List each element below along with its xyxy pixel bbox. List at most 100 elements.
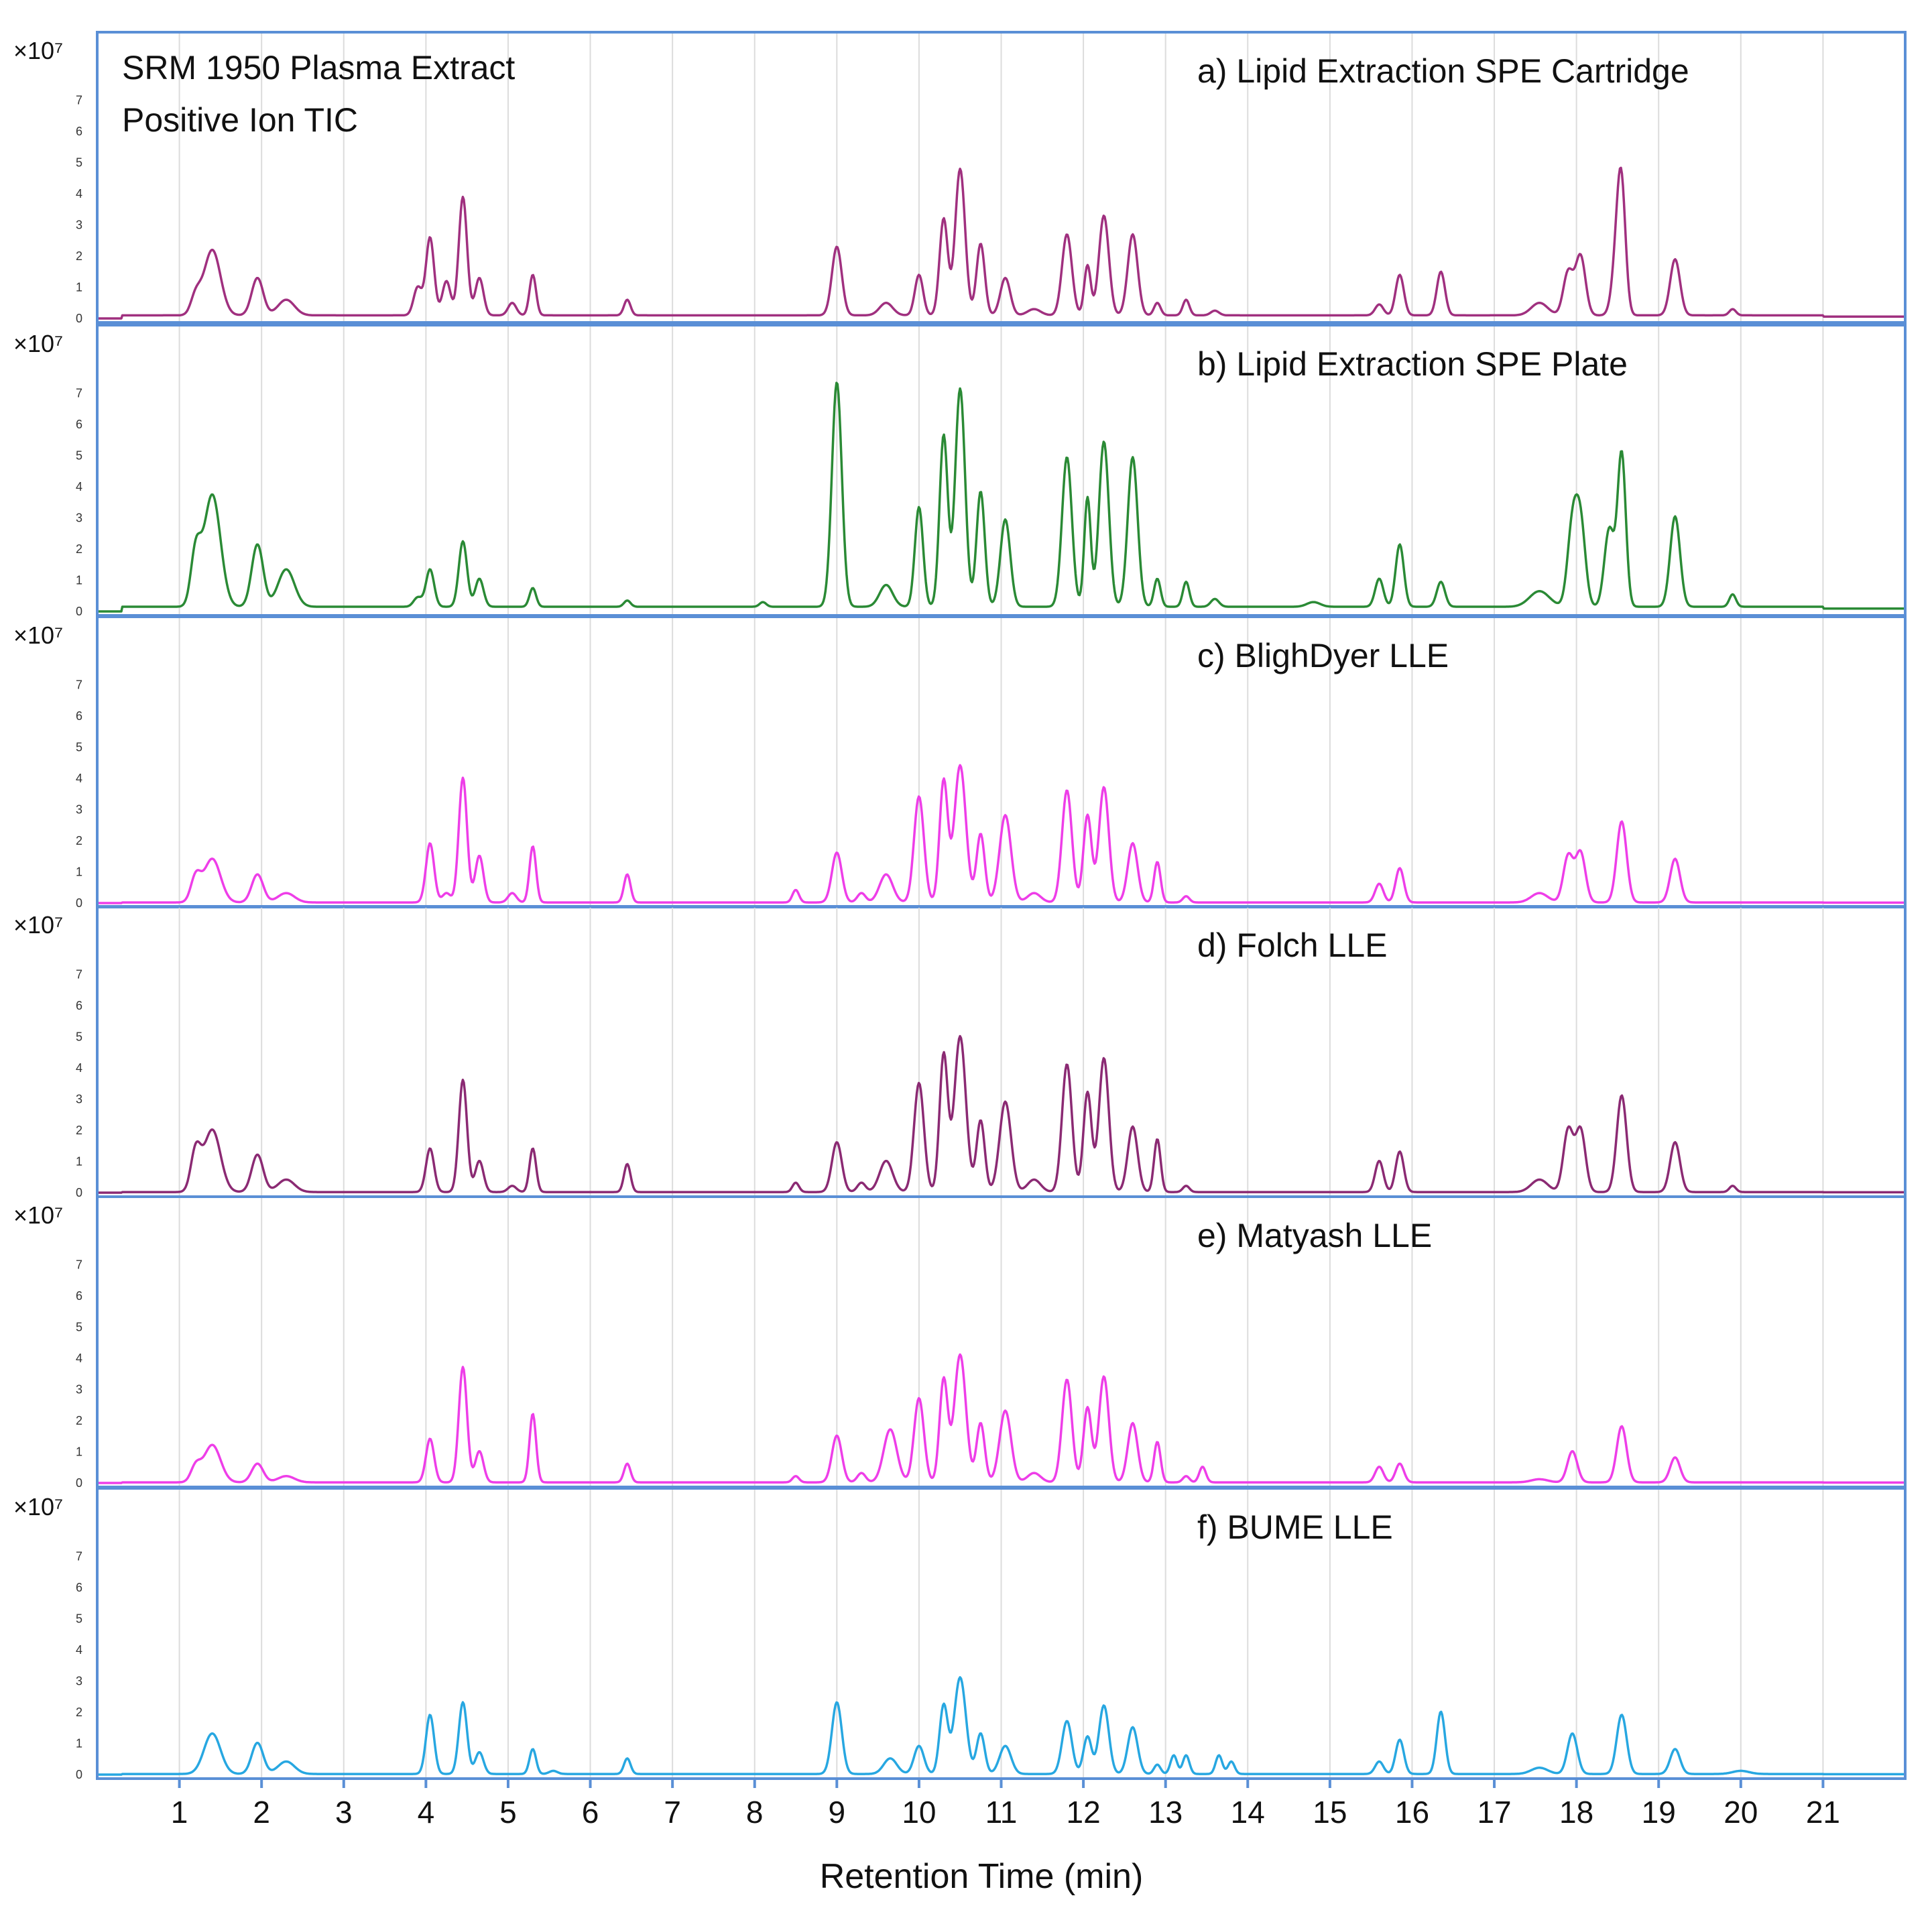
y-tick-label: 6 xyxy=(76,125,82,138)
chromatogram-trace xyxy=(97,381,1906,613)
y-tick-label: 7 xyxy=(76,1550,82,1563)
chromatogram-trace xyxy=(97,764,1906,904)
x-tick-label: 15 xyxy=(1313,1795,1347,1830)
y-tick-label: 7 xyxy=(76,968,82,981)
chromatogram-panel: 0 1 2 3 4 5 6 7 ×10⁷ b) Lipid Extraction SPE Plat… xyxy=(13,324,1907,618)
y-tick-label: 4 xyxy=(76,187,82,200)
y-tick-label: 6 xyxy=(76,418,82,431)
x-tick-label: 4 xyxy=(418,1795,435,1830)
y-tick-label: 5 xyxy=(76,741,82,754)
x-tick-label: 10 xyxy=(902,1795,936,1830)
y-tick-label: 2 xyxy=(76,834,82,847)
y-tick-label: 0 xyxy=(76,1186,82,1199)
x-tick-label: 7 xyxy=(664,1795,681,1830)
y-tick-label: 5 xyxy=(76,1030,82,1044)
chromatogram-trace xyxy=(97,1676,1906,1776)
x-tick-label: 21 xyxy=(1806,1795,1840,1830)
chromatogram-panel: 0 1 2 3 4 5 6 7 ×10⁷ d) Folch LLE xyxy=(13,905,1907,1199)
y-tick-label: 3 xyxy=(76,1093,82,1106)
chromatogram-trace xyxy=(97,1034,1906,1194)
x-tick-label: 8 xyxy=(746,1795,764,1830)
y-scale-label: ×10⁷ xyxy=(13,1201,63,1229)
y-tick-label: 1 xyxy=(76,1737,82,1750)
y-scale-label: ×10⁷ xyxy=(13,911,63,939)
y-tick-label: 0 xyxy=(76,896,82,910)
panel-label: b) Lipid Extraction SPE Plate xyxy=(1197,345,1628,383)
y-tick-label: 3 xyxy=(76,219,82,232)
y-tick-label: 4 xyxy=(76,1643,82,1657)
panel-label: c) BlighDyer LLE xyxy=(1197,637,1449,674)
y-tick-label: 6 xyxy=(76,1581,82,1594)
x-tick-label: 6 xyxy=(582,1795,599,1830)
x-tick-label: 14 xyxy=(1231,1795,1265,1830)
x-tick-label: 20 xyxy=(1724,1795,1758,1830)
y-tick-label: 5 xyxy=(76,1612,82,1626)
y-tick-label: 4 xyxy=(76,772,82,785)
panel-label: a) Lipid Extraction SPE Cartridge xyxy=(1197,52,1689,90)
y-tick-label: 4 xyxy=(76,1352,82,1365)
y-tick-label: 0 xyxy=(76,605,82,618)
y-tick-label: 3 xyxy=(76,512,82,525)
x-tick-label: 2 xyxy=(253,1795,270,1830)
x-tick-label: 12 xyxy=(1067,1795,1101,1830)
chromatogram-panel: 0 1 2 3 4 5 6 7 ×10⁷ c) BlighDyer LLE xyxy=(13,615,1907,910)
chromatogram-panel: 0 1 2 3 4 5 6 7 ×10⁷ f) BUME LLE xyxy=(13,1487,1907,1781)
y-tick-label: 4 xyxy=(76,1061,82,1075)
y-tick-label: 7 xyxy=(76,94,82,107)
y-tick-label: 1 xyxy=(76,1445,82,1459)
x-tick-label: 13 xyxy=(1148,1795,1183,1830)
panel-label: d) Folch LLE xyxy=(1197,927,1387,964)
y-scale-label: ×10⁷ xyxy=(13,330,63,357)
y-tick-label: 3 xyxy=(76,1675,82,1688)
chromatogram-trace xyxy=(97,1353,1906,1484)
x-tick-label: 9 xyxy=(829,1795,846,1830)
y-tick-label: 6 xyxy=(76,1289,82,1303)
chromatogram-trace xyxy=(97,166,1906,320)
y-scale-label: ×10⁷ xyxy=(13,37,63,64)
panel-frame xyxy=(96,31,1907,324)
x-tick-label: 11 xyxy=(985,1795,1018,1830)
y-tick-label: 1 xyxy=(76,866,82,879)
panel-label: e) Matyash LLE xyxy=(1197,1217,1432,1254)
x-tick-label: 17 xyxy=(1477,1795,1511,1830)
y-tick-label: 5 xyxy=(76,1321,82,1334)
y-tick-label: 6 xyxy=(76,999,82,1012)
y-tick-label: 3 xyxy=(76,1383,82,1396)
y-tick-label: 2 xyxy=(76,1706,82,1719)
y-tick-label: 1 xyxy=(76,281,82,294)
header-line-1: SRM 1950 Plasma Extract xyxy=(122,49,515,86)
y-scale-label: ×10⁷ xyxy=(13,1493,63,1521)
y-tick-label: 1 xyxy=(76,574,82,587)
x-axis: 1 2 3 4 5 6 7 8 9 10 11 12 13 14 15 16 17 18 19 20 21 xyxy=(171,1779,1840,1830)
y-tick-label: 5 xyxy=(76,156,82,170)
y-tick-label: 7 xyxy=(76,1258,82,1272)
x-tick-label: 5 xyxy=(499,1795,517,1830)
y-tick-label: 2 xyxy=(76,542,82,556)
y-tick-label: 2 xyxy=(76,1414,82,1427)
y-tick-label: 2 xyxy=(76,1124,82,1137)
y-tick-label: 4 xyxy=(76,480,82,493)
chromatogram-panel: 0 1 2 3 4 5 6 7 ×10⁷ e) Matyash LLE xyxy=(13,1195,1907,1490)
x-axis-title: Retention Time (min) xyxy=(820,1857,1144,1896)
y-tick-label: 7 xyxy=(76,387,82,400)
y-tick-label: 0 xyxy=(76,312,82,325)
x-tick-label: 19 xyxy=(1642,1795,1676,1830)
y-tick-label: 0 xyxy=(76,1768,82,1781)
y-tick-label: 2 xyxy=(76,249,82,263)
y-scale-label: ×10⁷ xyxy=(13,621,63,649)
y-tick-label: 3 xyxy=(76,803,82,817)
y-tick-label: 7 xyxy=(76,678,82,692)
x-tick-label: 3 xyxy=(335,1795,353,1830)
x-tick-label: 16 xyxy=(1395,1795,1429,1830)
chromatogram-panel: 0 1 2 3 4 5 6 7 ×10⁷ a) Lipid Extraction SPE Cart… xyxy=(13,31,1907,325)
y-tick-label: 6 xyxy=(76,709,82,723)
x-tick-label: 18 xyxy=(1559,1795,1593,1830)
y-tick-label: 5 xyxy=(76,449,82,463)
y-tick-label: 0 xyxy=(76,1476,82,1490)
x-tick-label: 1 xyxy=(171,1795,188,1830)
panels-layer: 0 1 2 3 4 5 6 7 ×10⁷ a) Lipid Extraction SPE Cart… xyxy=(13,31,1907,1781)
y-tick-label: 1 xyxy=(76,1155,82,1169)
header-line-2: Positive Ion TIC xyxy=(122,101,358,139)
panel-label: f) BUME LLE xyxy=(1197,1508,1393,1546)
